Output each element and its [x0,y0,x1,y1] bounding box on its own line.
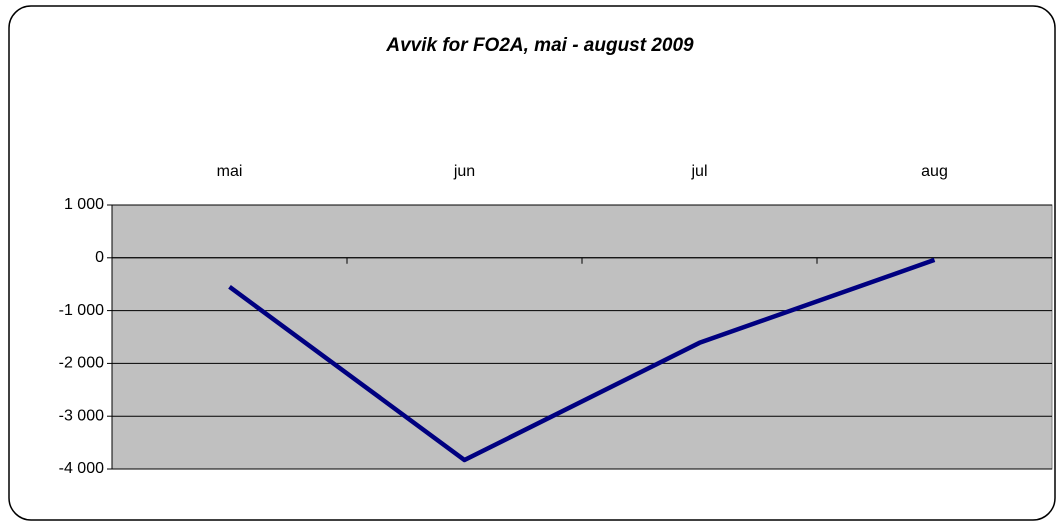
y-tick-label: 0 [95,249,104,266]
y-tick-label: -2 000 [59,355,104,372]
x-tick-label: mai [217,163,243,180]
y-tick-label: -4 000 [59,460,104,477]
x-tick-label: jul [690,163,707,180]
chart-title: Avvik for FO2A, mai - august 2009 [385,35,694,56]
x-tick-label: jun [453,163,475,180]
x-tick-label: aug [921,163,948,180]
plot-area [111,204,1053,470]
y-tick-label: -3 000 [59,407,104,424]
data-line [228,257,936,463]
y-tick-label: -1 000 [59,302,104,319]
y-tick-label: 1 000 [64,196,104,213]
